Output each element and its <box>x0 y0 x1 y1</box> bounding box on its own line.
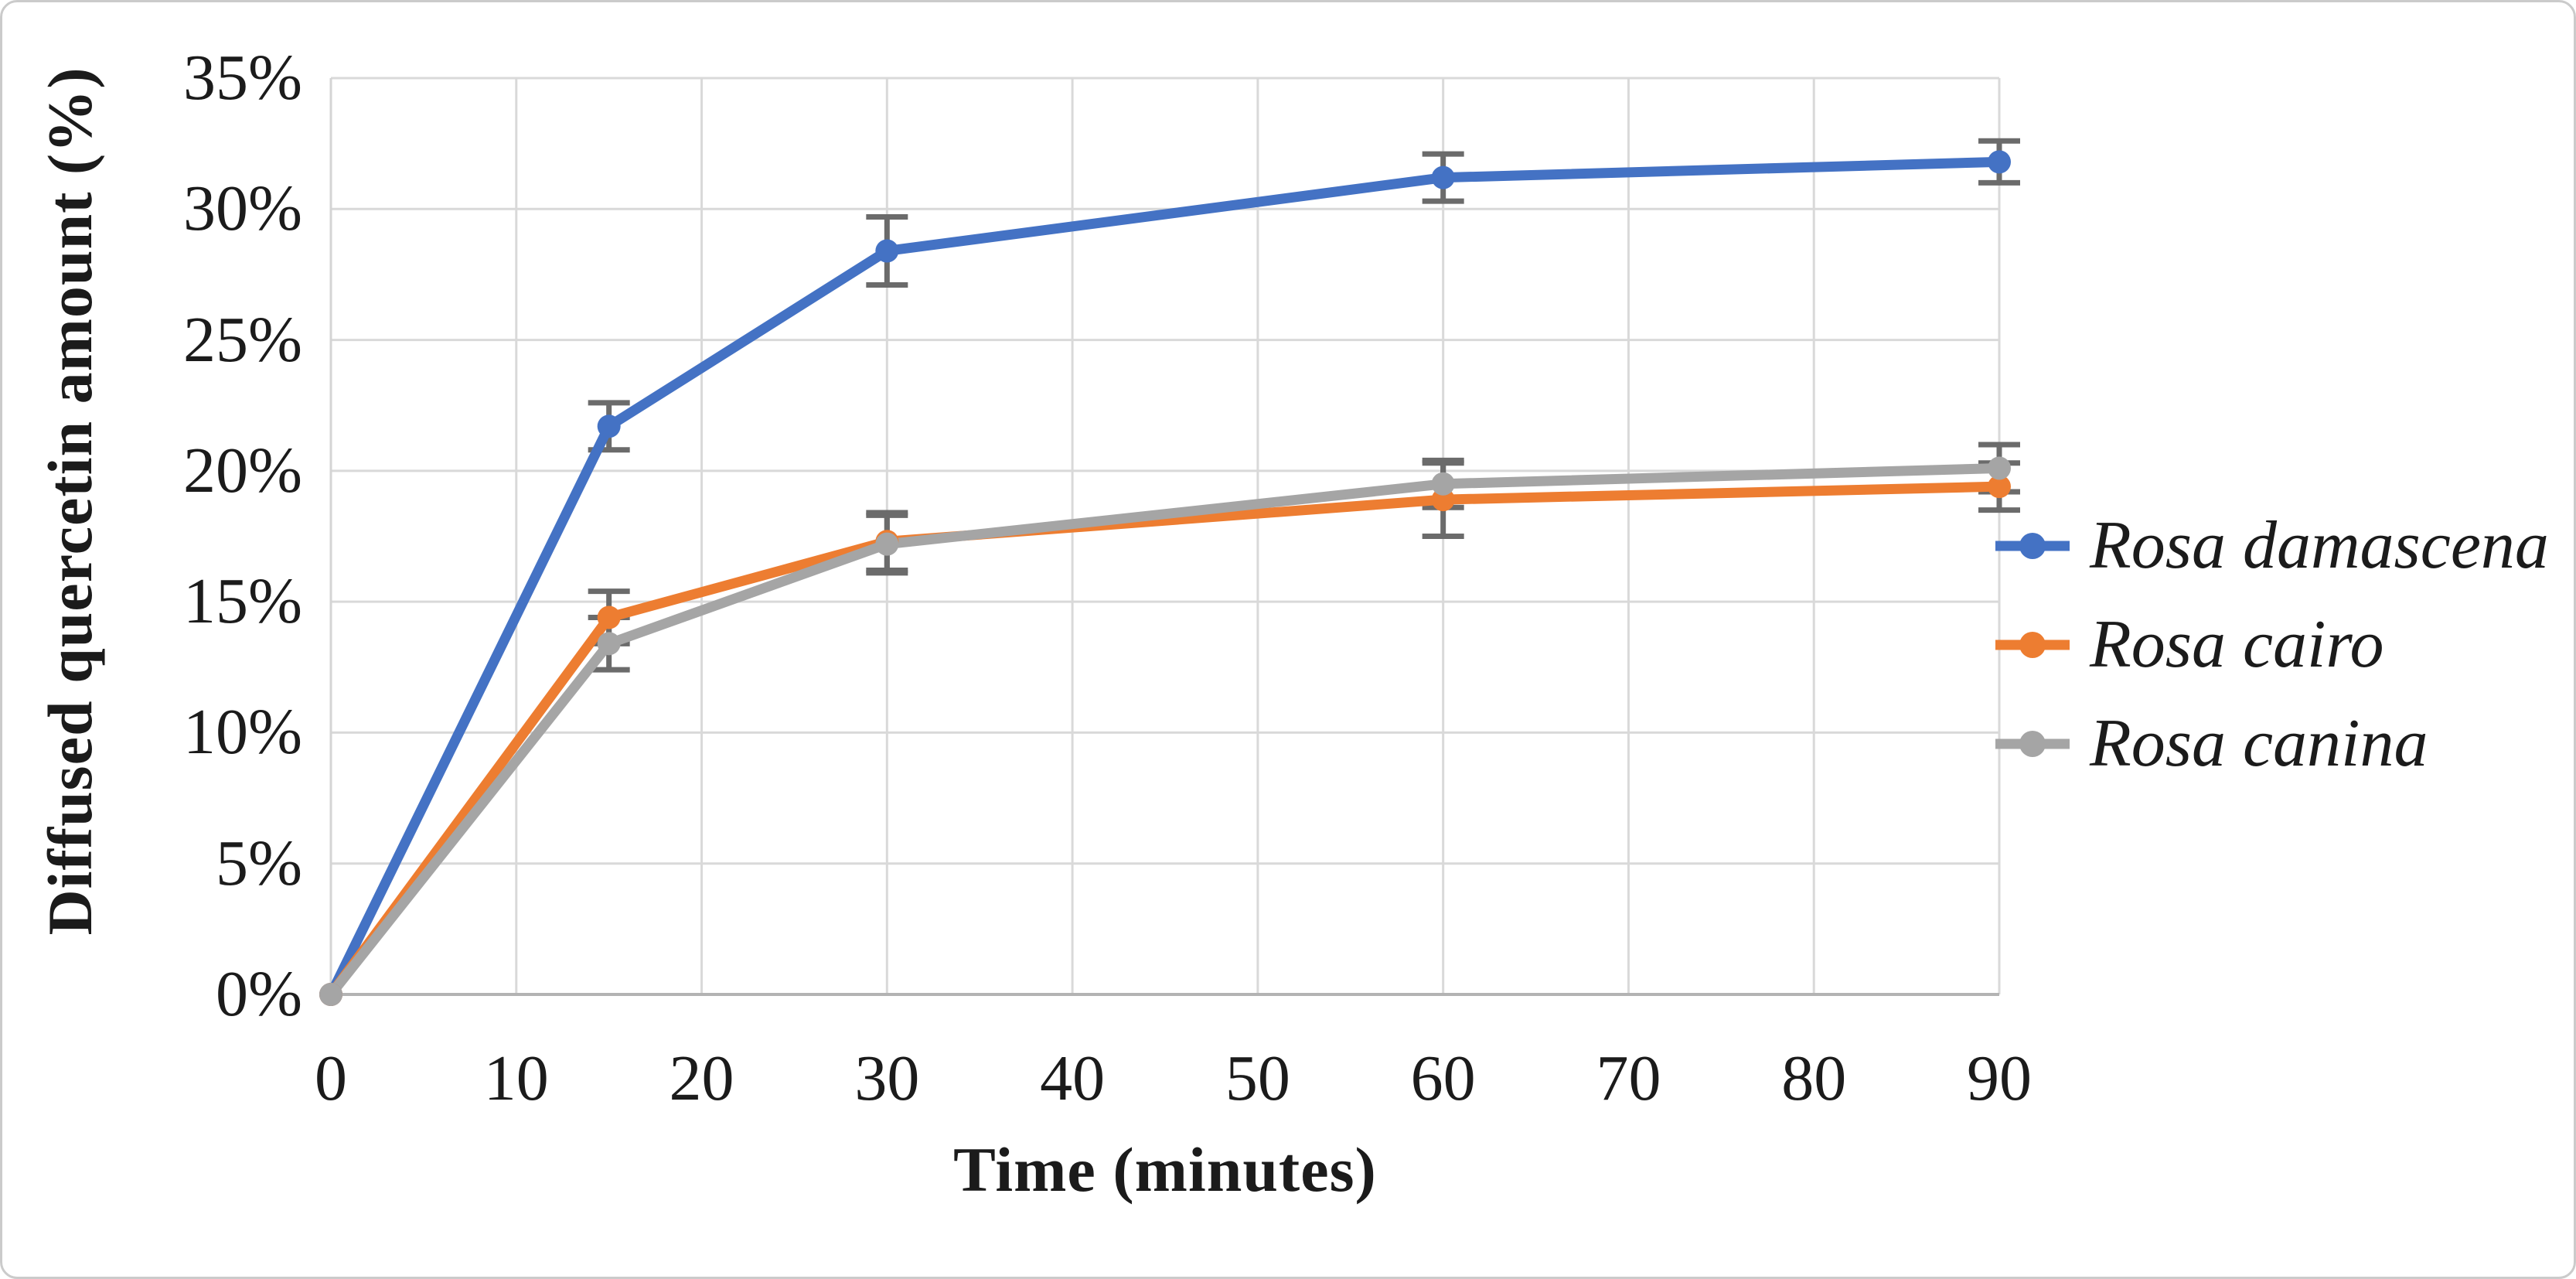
series-rosa-cairo <box>325 481 2005 1000</box>
data-point-rosa-cairo <box>1988 475 2011 499</box>
data-point-rosa-canina <box>1431 472 1455 496</box>
series-rosa-damascena <box>325 156 2005 1000</box>
data-point-rosa-canina <box>875 532 899 556</box>
x-tick-label: 60 <box>1410 1042 1476 1114</box>
y-tick-label: 25% <box>183 303 302 376</box>
x-tick-label: 40 <box>1040 1042 1106 1114</box>
x-tick-label: 80 <box>1781 1042 1847 1114</box>
legend-point <box>2019 731 2046 757</box>
y-tick-label: 10% <box>183 696 302 769</box>
legend-label: Rosa cairo <box>2090 607 2384 682</box>
x-tick-label: 90 <box>1967 1042 2032 1114</box>
y-tick-label: 0% <box>216 958 302 1030</box>
x-tick-label: 0 <box>315 1042 347 1114</box>
data-point-rosa-damascena <box>1431 165 1455 189</box>
data-point-rosa-canina <box>597 632 621 656</box>
x-tick-label: 70 <box>1596 1042 1661 1114</box>
series-line-rosa-damascena <box>325 156 2005 1000</box>
data-point-rosa-cairo <box>597 605 621 629</box>
legend-marker-icon <box>1995 731 2070 757</box>
series-line-rosa-cairo <box>325 481 2005 1000</box>
x-tick-label: 30 <box>854 1042 920 1114</box>
error-bars <box>588 138 2020 673</box>
x-axis-title: Time (minutes) <box>953 1134 1377 1205</box>
legend-marker-icon <box>1995 533 2070 559</box>
x-tick-label: 10 <box>483 1042 549 1114</box>
data-point-rosa-damascena <box>597 414 621 438</box>
data-point-rosa-canina <box>319 983 342 1006</box>
legend-item-rosa-damascena: Rosa damascena <box>1995 496 2549 595</box>
y-tick-label: 15% <box>183 565 302 638</box>
series-rosa-canina <box>325 462 2005 1000</box>
series-markers-rosa-canina <box>319 456 2011 1006</box>
legend: Rosa damascena Rosa cairo Rosa canina <box>1995 496 2549 793</box>
x-tick-label: 20 <box>669 1042 734 1114</box>
legend-point <box>2019 632 2046 658</box>
legend-item-rosa-canina: Rosa canina <box>1995 694 2549 793</box>
y-tick-label: 20% <box>183 434 302 506</box>
legend-label: Rosa damascena <box>2090 508 2549 583</box>
series-line-rosa-canina <box>325 462 2005 1000</box>
data-point-rosa-canina <box>1988 456 2011 480</box>
legend-item-rosa-cairo: Rosa cairo <box>1995 595 2549 694</box>
data-point-rosa-damascena <box>875 239 899 263</box>
legend-point <box>2019 533 2046 559</box>
y-tick-label: 5% <box>216 827 302 899</box>
data-point-rosa-damascena <box>1988 150 2011 174</box>
series-markers-rosa-cairo <box>319 475 2011 1006</box>
y-tick-label: 35% <box>183 42 302 114</box>
y-axis-title: Diffused quercetin amount (%) <box>35 67 105 936</box>
series-markers-rosa-damascena <box>319 150 2011 1006</box>
y-tick-label: 30% <box>183 172 302 245</box>
x-tick-label: 50 <box>1225 1042 1290 1114</box>
legend-marker-icon <box>1995 632 2070 658</box>
legend-label: Rosa canina <box>2090 706 2428 781</box>
